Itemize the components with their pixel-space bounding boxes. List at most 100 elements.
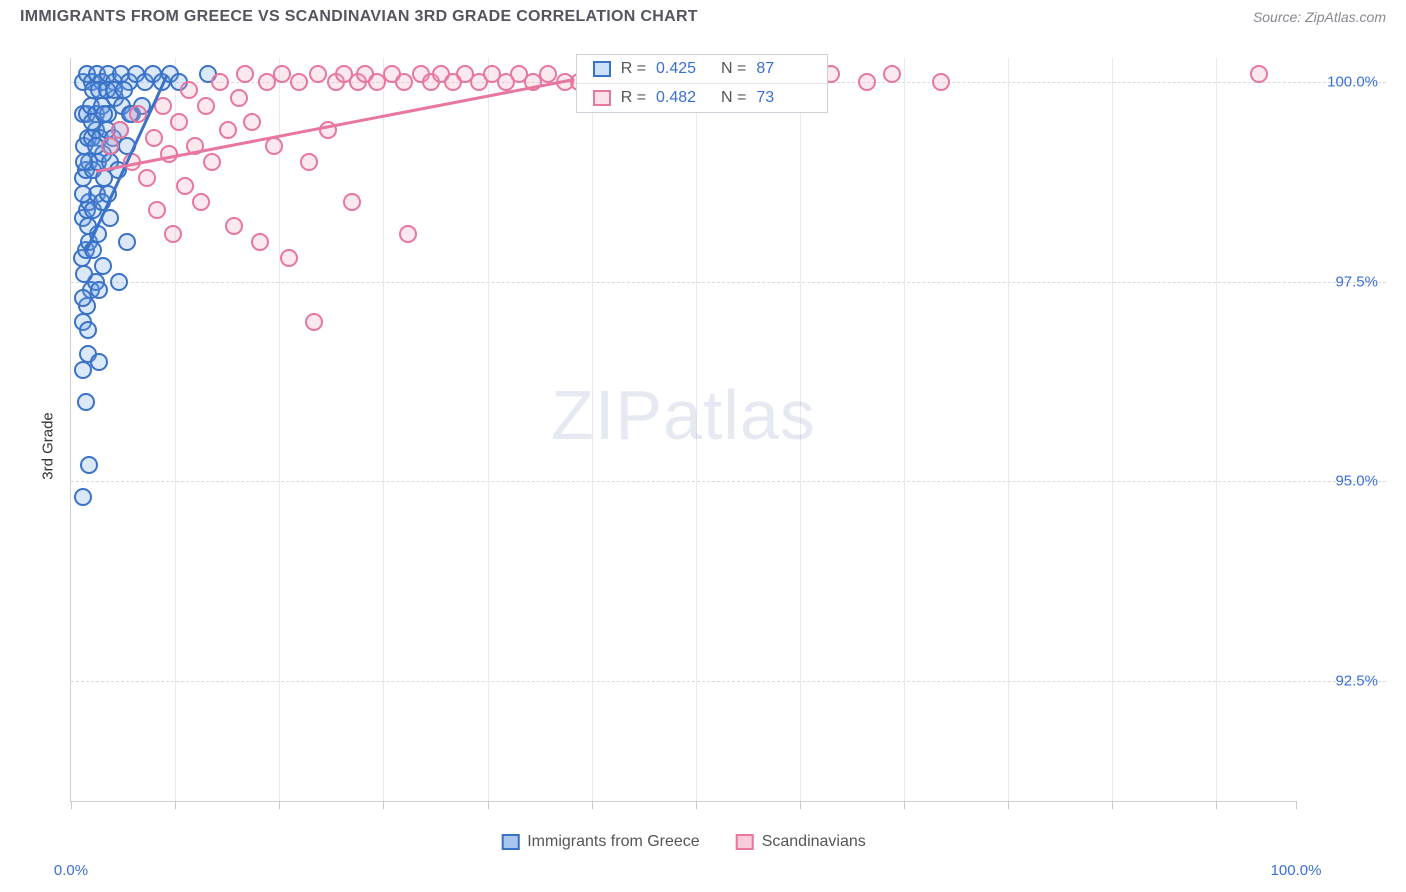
x-tick — [175, 801, 176, 809]
x-tick — [592, 801, 593, 809]
scatter-point — [75, 265, 93, 283]
legend-n-value: 73 — [756, 89, 811, 107]
scatter-point — [79, 321, 97, 339]
gridline-v — [800, 58, 801, 801]
series-legend: Immigrants from Greece Scandinavians — [501, 833, 866, 851]
legend-r-value: 0.425 — [656, 60, 711, 78]
gridline-v — [592, 58, 593, 801]
scatter-point — [80, 456, 98, 474]
scatter-point — [219, 121, 237, 139]
scatter-point — [138, 169, 156, 187]
correlation-legend-row: R = 0.425 N = 87 — [577, 55, 828, 84]
gridline-v — [696, 58, 697, 801]
gridline-v — [279, 58, 280, 801]
gridline-v — [1112, 58, 1113, 801]
scatter-point — [280, 249, 298, 267]
chart-title: IMMIGRANTS FROM GREECE VS SCANDINAVIAN 3… — [20, 8, 698, 26]
scatter-point — [539, 65, 557, 83]
scatter-point — [115, 81, 133, 99]
scatter-point — [1250, 65, 1268, 83]
scatter-point — [265, 137, 283, 155]
scatter-point — [309, 65, 327, 83]
x-tick — [904, 801, 905, 809]
legend-swatch — [501, 834, 519, 850]
scatter-point — [74, 488, 92, 506]
x-tick-label: 100.0% — [1271, 862, 1322, 879]
gridline-v — [1008, 58, 1009, 801]
scatter-point — [399, 225, 417, 243]
scatter-point — [148, 201, 166, 219]
legend-swatch — [736, 834, 754, 850]
correlation-legend-row: R = 0.482N = 73 — [577, 84, 828, 112]
trend-line — [95, 78, 574, 172]
y-tick-label: 92.5% — [1335, 673, 1378, 690]
scatter-point — [101, 137, 119, 155]
scatter-point — [90, 281, 108, 299]
legend-r-label: R = — [621, 89, 646, 107]
scatter-point — [211, 73, 229, 91]
scatter-point — [251, 233, 269, 251]
scatter-point — [305, 313, 323, 331]
y-tick-label: 100.0% — [1327, 73, 1378, 90]
x-tick — [488, 801, 489, 809]
header: IMMIGRANTS FROM GREECE VS SCANDINAVIAN 3… — [0, 0, 1406, 30]
watermark-atlas: atlas — [663, 376, 816, 454]
scatter-point — [90, 353, 108, 371]
x-tick — [71, 801, 72, 809]
gridline-v — [383, 58, 384, 801]
scatter-point — [110, 273, 128, 291]
scatter-point — [300, 153, 318, 171]
y-axis-label: 3rd Grade — [39, 412, 56, 480]
scatter-point — [883, 65, 901, 83]
gridline-h — [71, 481, 1386, 482]
x-tick — [1296, 801, 1297, 809]
gridline-v — [175, 58, 176, 801]
scatter-point — [95, 105, 113, 123]
scatter-point — [164, 225, 182, 243]
scatter-point — [290, 73, 308, 91]
scatter-point — [197, 97, 215, 115]
scatter-point — [343, 193, 361, 211]
plot-area: ZIPatlas 92.5%95.0%97.5%100.0%0.0%100.0%… — [70, 58, 1296, 802]
scatter-point — [111, 121, 129, 139]
scatter-point — [243, 113, 261, 131]
gridline-h — [71, 681, 1386, 682]
series-legend-label: Scandinavians — [762, 833, 866, 851]
x-tick — [1008, 801, 1009, 809]
scatter-point — [145, 129, 163, 147]
legend-r-label: R = — [621, 60, 646, 78]
scatter-point — [75, 153, 93, 171]
scatter-point — [94, 257, 112, 275]
scatter-point — [192, 193, 210, 211]
scatter-point — [203, 153, 221, 171]
series-legend-item: Immigrants from Greece — [501, 833, 699, 851]
series-legend-item: Scandinavians — [736, 833, 866, 851]
scatter-point — [858, 73, 876, 91]
gridline-v — [1216, 58, 1217, 801]
scatter-point — [932, 73, 950, 91]
source-attribution: Source: ZipAtlas.com — [1253, 9, 1386, 25]
scatter-point — [170, 113, 188, 131]
legend-n-label: N = — [721, 89, 746, 107]
watermark-zip: ZIP — [551, 376, 663, 454]
legend-swatch — [593, 90, 611, 106]
scatter-point — [230, 89, 248, 107]
x-tick — [1112, 801, 1113, 809]
scatter-point — [77, 393, 95, 411]
scatter-point — [176, 177, 194, 195]
scatter-point — [74, 289, 92, 307]
scatter-point — [180, 81, 198, 99]
scatter-point — [74, 185, 92, 203]
legend-n-value: 87 — [756, 60, 811, 78]
scatter-point — [273, 65, 291, 83]
x-tick — [1216, 801, 1217, 809]
x-tick — [383, 801, 384, 809]
x-tick — [800, 801, 801, 809]
correlation-legend: R = 0.425 N = 87 R = 0.482N = 73 — [576, 54, 829, 113]
chart-container: 3rd Grade ZIPatlas 92.5%95.0%97.5%100.0%… — [20, 40, 1386, 852]
legend-n-label: N = — [721, 60, 746, 78]
x-tick — [279, 801, 280, 809]
x-tick-label: 0.0% — [54, 862, 88, 879]
scatter-point — [118, 233, 136, 251]
gridline-v — [488, 58, 489, 801]
